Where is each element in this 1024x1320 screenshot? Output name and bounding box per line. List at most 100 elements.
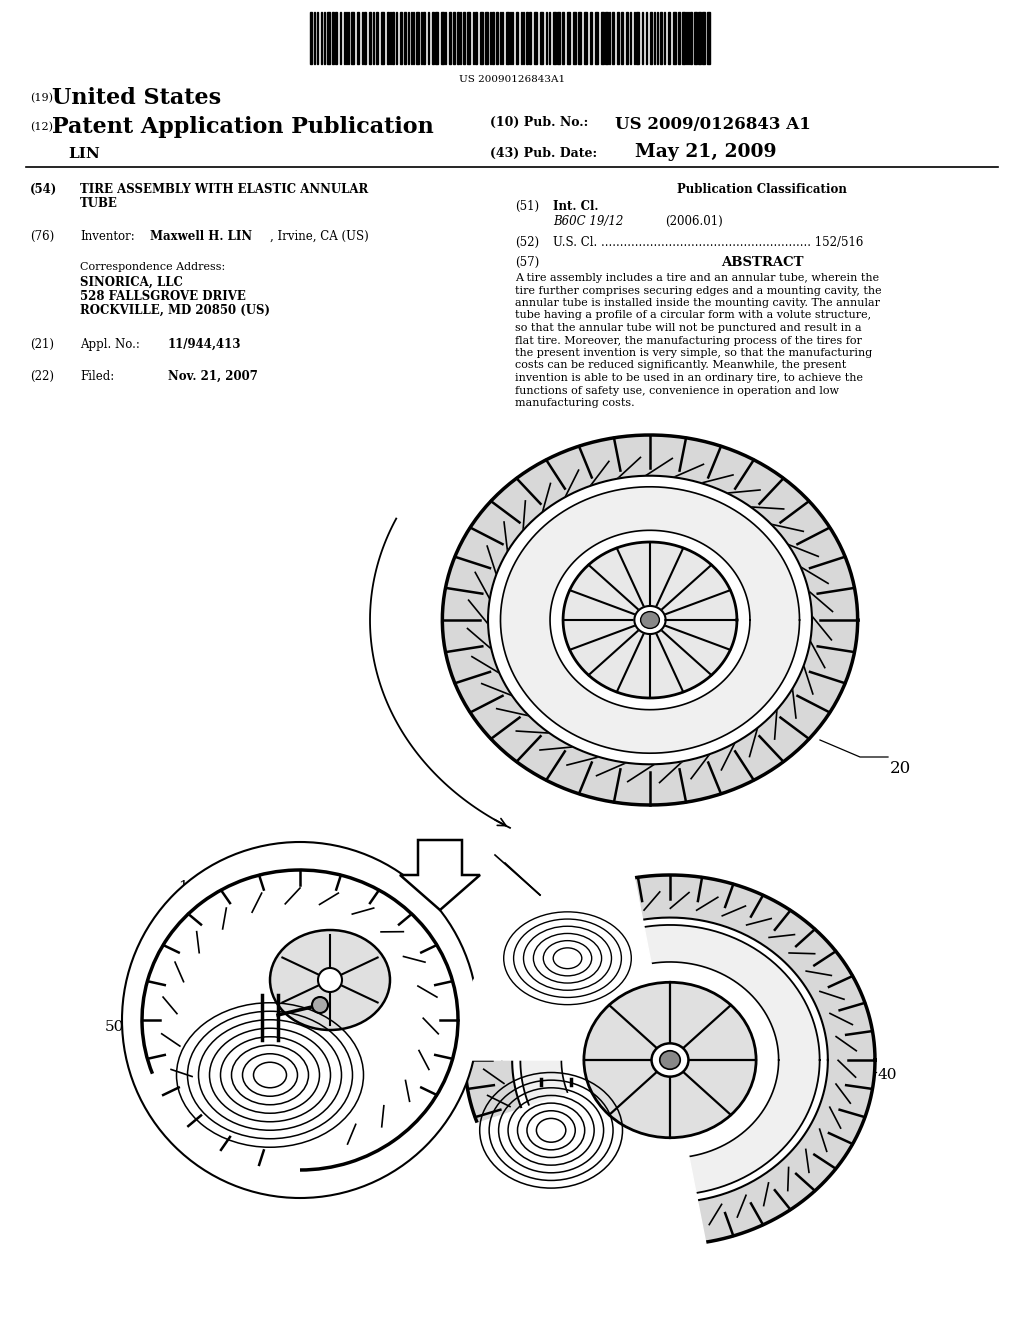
Bar bbox=[590, 12, 592, 63]
Text: (21): (21) bbox=[30, 338, 54, 351]
Bar bbox=[673, 12, 676, 63]
Bar bbox=[335, 12, 337, 63]
Bar bbox=[327, 12, 330, 63]
Ellipse shape bbox=[651, 1043, 688, 1077]
Bar bbox=[605, 12, 608, 63]
Text: May 21, 2009: May 21, 2009 bbox=[635, 143, 776, 161]
Text: TUBE: TUBE bbox=[80, 197, 118, 210]
Text: annular tube is installed inside the mounting cavity. The annular: annular tube is installed inside the mou… bbox=[515, 298, 880, 308]
Bar bbox=[506, 12, 509, 63]
Bar bbox=[435, 12, 438, 63]
Bar bbox=[496, 12, 498, 63]
Polygon shape bbox=[561, 962, 778, 1158]
Polygon shape bbox=[520, 925, 819, 1195]
Ellipse shape bbox=[659, 1051, 680, 1069]
Bar bbox=[485, 12, 488, 63]
Bar bbox=[457, 12, 459, 63]
Text: Appl. No.:: Appl. No.: bbox=[80, 338, 140, 351]
Bar bbox=[584, 12, 587, 63]
Bar bbox=[682, 12, 685, 63]
Polygon shape bbox=[501, 487, 800, 754]
Text: LIN: LIN bbox=[68, 147, 99, 161]
Bar bbox=[357, 12, 359, 63]
Bar bbox=[567, 12, 570, 63]
Text: (43) Pub. Date:: (43) Pub. Date: bbox=[490, 147, 597, 160]
Circle shape bbox=[318, 968, 342, 993]
Bar bbox=[612, 12, 614, 63]
Bar bbox=[690, 12, 692, 63]
Bar bbox=[432, 12, 434, 63]
Text: manufacturing costs.: manufacturing costs. bbox=[515, 399, 635, 408]
Bar bbox=[475, 12, 477, 63]
Bar bbox=[694, 12, 697, 63]
Text: costs can be reduced significantly. Meanwhile, the present: costs can be reduced significantly. Mean… bbox=[515, 360, 846, 371]
Text: SINORICA, LLC: SINORICA, LLC bbox=[80, 276, 183, 289]
Bar bbox=[601, 12, 604, 63]
Polygon shape bbox=[550, 531, 750, 710]
Text: U.S. Cl. ........................................................ 152/516: U.S. Cl. ...............................… bbox=[553, 236, 863, 249]
Bar bbox=[376, 12, 378, 63]
Ellipse shape bbox=[270, 931, 390, 1030]
Bar bbox=[626, 12, 628, 63]
Text: the present invention is very simple, so that the manufacturing: the present invention is very simple, so… bbox=[515, 348, 872, 358]
Bar bbox=[698, 12, 701, 63]
Text: flat tire. Moreover, the manufacturing process of the tires for: flat tire. Moreover, the manufacturing p… bbox=[515, 335, 862, 346]
Text: 40: 40 bbox=[878, 1068, 897, 1082]
Bar bbox=[387, 12, 389, 63]
Text: US 2009/0126843 A1: US 2009/0126843 A1 bbox=[615, 116, 811, 133]
Bar bbox=[351, 12, 354, 63]
Text: 20: 20 bbox=[890, 760, 911, 777]
Bar bbox=[702, 12, 705, 63]
Text: Publication Classification: Publication Classification bbox=[677, 183, 847, 195]
Text: (22): (22) bbox=[30, 370, 54, 383]
Text: ABSTRACT: ABSTRACT bbox=[721, 256, 803, 269]
Bar bbox=[392, 12, 394, 63]
Bar bbox=[562, 12, 564, 63]
Polygon shape bbox=[488, 475, 812, 764]
Bar bbox=[423, 12, 425, 63]
Bar bbox=[400, 12, 402, 63]
Text: ROCKVILLE, MD 20850 (US): ROCKVILLE, MD 20850 (US) bbox=[80, 304, 270, 317]
Bar bbox=[553, 12, 556, 63]
Bar bbox=[516, 12, 518, 63]
Text: 21: 21 bbox=[398, 1005, 418, 1019]
Text: Correspondence Address:: Correspondence Address: bbox=[80, 261, 225, 272]
Bar bbox=[573, 12, 575, 63]
Text: Nov. 21, 2007: Nov. 21, 2007 bbox=[168, 370, 258, 383]
Text: 11: 11 bbox=[232, 870, 252, 884]
Bar bbox=[332, 12, 334, 63]
Text: Int. Cl.: Int. Cl. bbox=[553, 201, 598, 213]
Ellipse shape bbox=[584, 982, 756, 1138]
Polygon shape bbox=[400, 840, 480, 909]
Text: tire further comprises securing edges and a mounting cavity, the: tire further comprises securing edges an… bbox=[515, 285, 882, 296]
Bar bbox=[492, 12, 494, 63]
Polygon shape bbox=[634, 606, 666, 634]
Text: 22: 22 bbox=[398, 965, 418, 979]
Circle shape bbox=[312, 997, 328, 1012]
Bar bbox=[381, 12, 384, 63]
Bar bbox=[404, 12, 406, 63]
Ellipse shape bbox=[641, 611, 659, 628]
Text: B60C 19/12: B60C 19/12 bbox=[553, 215, 624, 228]
Bar bbox=[369, 12, 371, 63]
Bar bbox=[707, 12, 710, 63]
Text: (19): (19) bbox=[30, 92, 53, 103]
Text: Patent Application Publication: Patent Application Publication bbox=[52, 116, 434, 139]
Text: (51): (51) bbox=[515, 201, 539, 213]
Bar bbox=[534, 12, 537, 63]
Text: Filed:: Filed: bbox=[80, 370, 115, 383]
Bar bbox=[453, 12, 455, 63]
Polygon shape bbox=[455, 869, 670, 1060]
Text: United States: United States bbox=[52, 87, 221, 110]
Polygon shape bbox=[442, 436, 858, 805]
Text: 528 FALLSGROVE DRIVE: 528 FALLSGROVE DRIVE bbox=[80, 290, 246, 304]
Bar bbox=[310, 12, 312, 63]
Circle shape bbox=[122, 842, 478, 1199]
Text: (10) Pub. No.:: (10) Pub. No.: bbox=[490, 116, 588, 129]
Bar bbox=[617, 12, 618, 63]
Bar bbox=[668, 12, 670, 63]
Text: (76): (76) bbox=[30, 230, 54, 243]
Text: (54): (54) bbox=[30, 183, 57, 195]
Bar bbox=[595, 12, 598, 63]
Text: A tire assembly includes a tire and an annular tube, wherein the: A tire assembly includes a tire and an a… bbox=[515, 273, 880, 282]
